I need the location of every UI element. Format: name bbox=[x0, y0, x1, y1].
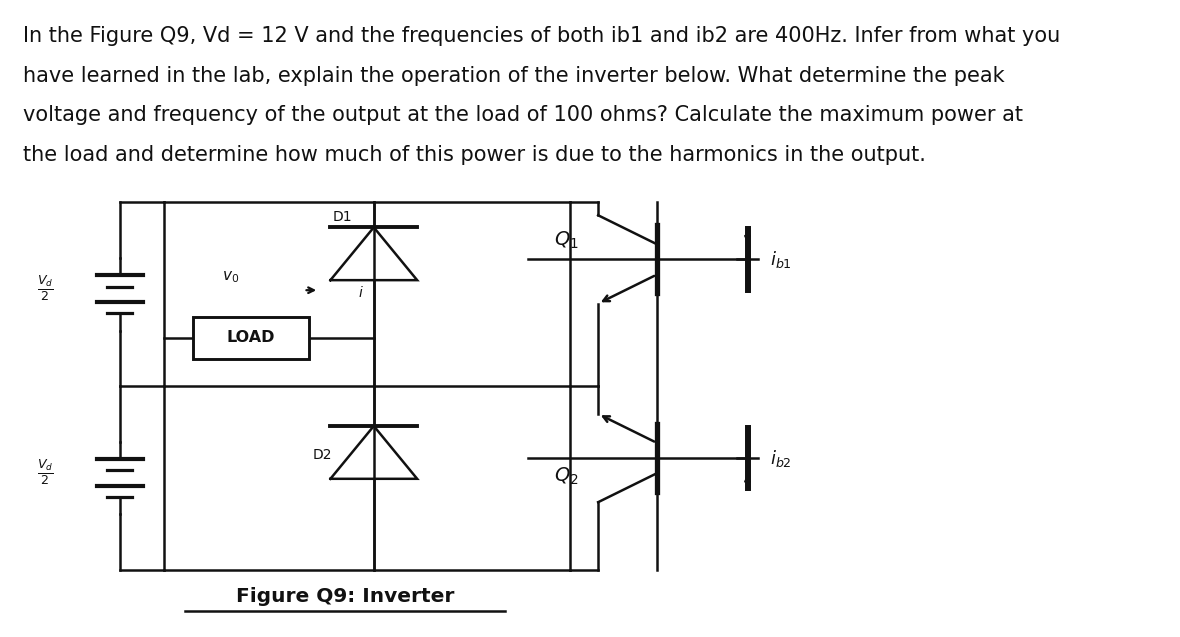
Text: LOAD: LOAD bbox=[227, 331, 275, 345]
Text: $i_{b2}$: $i_{b2}$ bbox=[771, 448, 792, 469]
Text: D2: D2 bbox=[313, 448, 333, 462]
Text: $Q_1$: $Q_1$ bbox=[553, 230, 578, 252]
Text: $i_{b1}$: $i_{b1}$ bbox=[771, 249, 792, 270]
FancyBboxPatch shape bbox=[194, 317, 309, 359]
Text: have learned in the lab, explain the operation of the inverter below. What deter: have learned in the lab, explain the ope… bbox=[22, 66, 1004, 86]
Text: $Q_2$: $Q_2$ bbox=[555, 466, 578, 487]
Text: $\frac{V_d}{2}$: $\frac{V_d}{2}$ bbox=[38, 273, 54, 303]
Text: D1: D1 bbox=[333, 210, 353, 224]
Text: the load and determine how much of this power is due to the harmonics in the out: the load and determine how much of this … bbox=[22, 145, 925, 165]
Text: $\frac{V_d}{2}$: $\frac{V_d}{2}$ bbox=[38, 457, 54, 487]
Text: Figure Q9: Inverter: Figure Q9: Inverter bbox=[236, 587, 454, 606]
Text: i: i bbox=[359, 287, 362, 301]
Text: $v_0$: $v_0$ bbox=[222, 269, 238, 285]
Text: voltage and frequency of the output at the load of 100 ohms? Calculate the maxim: voltage and frequency of the output at t… bbox=[22, 105, 1023, 125]
Text: In the Figure Q9, Vd = 12 V and the frequencies of both ib1 and ib2 are 400Hz. I: In the Figure Q9, Vd = 12 V and the freq… bbox=[22, 26, 1060, 46]
